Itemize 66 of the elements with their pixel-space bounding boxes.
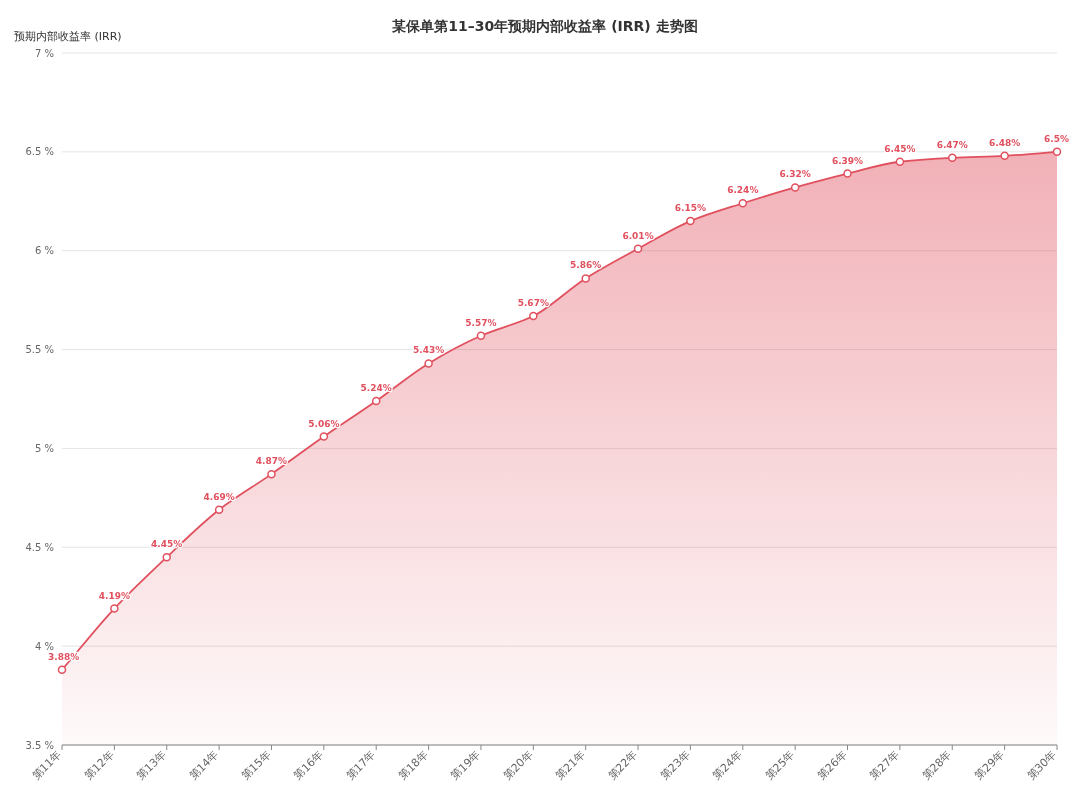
- data-label: 5.24%: [360, 382, 392, 393]
- data-label: 6.32%: [779, 169, 811, 180]
- data-label: 5.57%: [465, 317, 497, 328]
- x-tick-label: 第29年: [972, 747, 1007, 783]
- point: [162, 552, 171, 562]
- x-tick-label: 第15年: [238, 747, 274, 783]
- x-tick-label: 第28年: [919, 747, 955, 783]
- x-tick-label: 第17年: [343, 747, 379, 783]
- point: [686, 216, 695, 226]
- data-label: 6.48%: [989, 137, 1021, 148]
- x-tick-label: 第25年: [762, 747, 798, 783]
- point: [371, 396, 381, 406]
- y-tick-label: 7 %: [34, 47, 54, 59]
- point: [581, 274, 590, 283]
- x-tick-label: 第23年: [657, 747, 693, 783]
- point: [267, 469, 276, 479]
- point: [214, 505, 224, 514]
- data-label: 5.86%: [570, 260, 602, 271]
- y-tick-label: 4 %: [34, 640, 54, 652]
- data-label: 4.87%: [255, 456, 288, 467]
- point: [843, 169, 852, 178]
- x-tick-label: 第26年: [815, 747, 850, 783]
- point: [790, 183, 800, 192]
- x-tick-label: 第30年: [1024, 747, 1060, 783]
- y-tick-label: 6 %: [34, 245, 54, 257]
- data-label: 6.5%: [1044, 133, 1069, 144]
- data-label: 6.15%: [674, 203, 707, 214]
- point: [319, 432, 329, 441]
- x-tick-label: 第14年: [186, 747, 222, 783]
- data-label: 4.69%: [203, 491, 235, 502]
- data-label: 6.39%: [831, 155, 864, 166]
- point: [110, 604, 119, 613]
- chart-title: 某保单第11–30年预期内部收益率 (IRR) 走势图: [391, 18, 698, 34]
- point: [948, 153, 957, 163]
- y-tick-label: 3.5 %: [25, 739, 54, 751]
- y-tick-label: 5.5 %: [25, 344, 54, 356]
- x-tick-label: 第18年: [396, 747, 431, 783]
- point: [633, 244, 643, 253]
- data-label: 5.67%: [517, 297, 549, 308]
- y-axis-title: 预期内部收益率 (IRR): [14, 30, 122, 43]
- point: [895, 157, 905, 166]
- data-label: 5.06%: [308, 418, 340, 429]
- point: [1000, 151, 1009, 161]
- point: [476, 331, 486, 340]
- x-tick-label: 第21年: [553, 747, 588, 783]
- x-tick-label: 第27年: [867, 747, 903, 783]
- x-tick-label: 第13年: [134, 747, 169, 783]
- data-label: 6.45%: [884, 143, 916, 154]
- point: [529, 311, 538, 321]
- data-label: 6.01%: [622, 230, 654, 241]
- data-label: 6.47%: [936, 139, 968, 150]
- y-tick-label: 5 %: [34, 442, 54, 454]
- x-tick-label: 第20年: [500, 747, 536, 783]
- data-label: 6.24%: [727, 185, 759, 196]
- point: [57, 665, 67, 675]
- y-tick-label: 6.5 %: [25, 146, 54, 158]
- y-tick-label: 4.5 %: [25, 541, 54, 553]
- x-tick-label: 第12年: [81, 747, 117, 783]
- x-tick-label: 第22年: [605, 747, 641, 783]
- point: [424, 359, 433, 368]
- x-tick-label: 第19年: [448, 747, 484, 783]
- point: [1052, 147, 1062, 157]
- x-tick-label: 第24年: [710, 747, 745, 783]
- x-tick-label: 第16年: [291, 747, 326, 783]
- data-label: 5.43%: [412, 345, 445, 356]
- point: [738, 199, 748, 208]
